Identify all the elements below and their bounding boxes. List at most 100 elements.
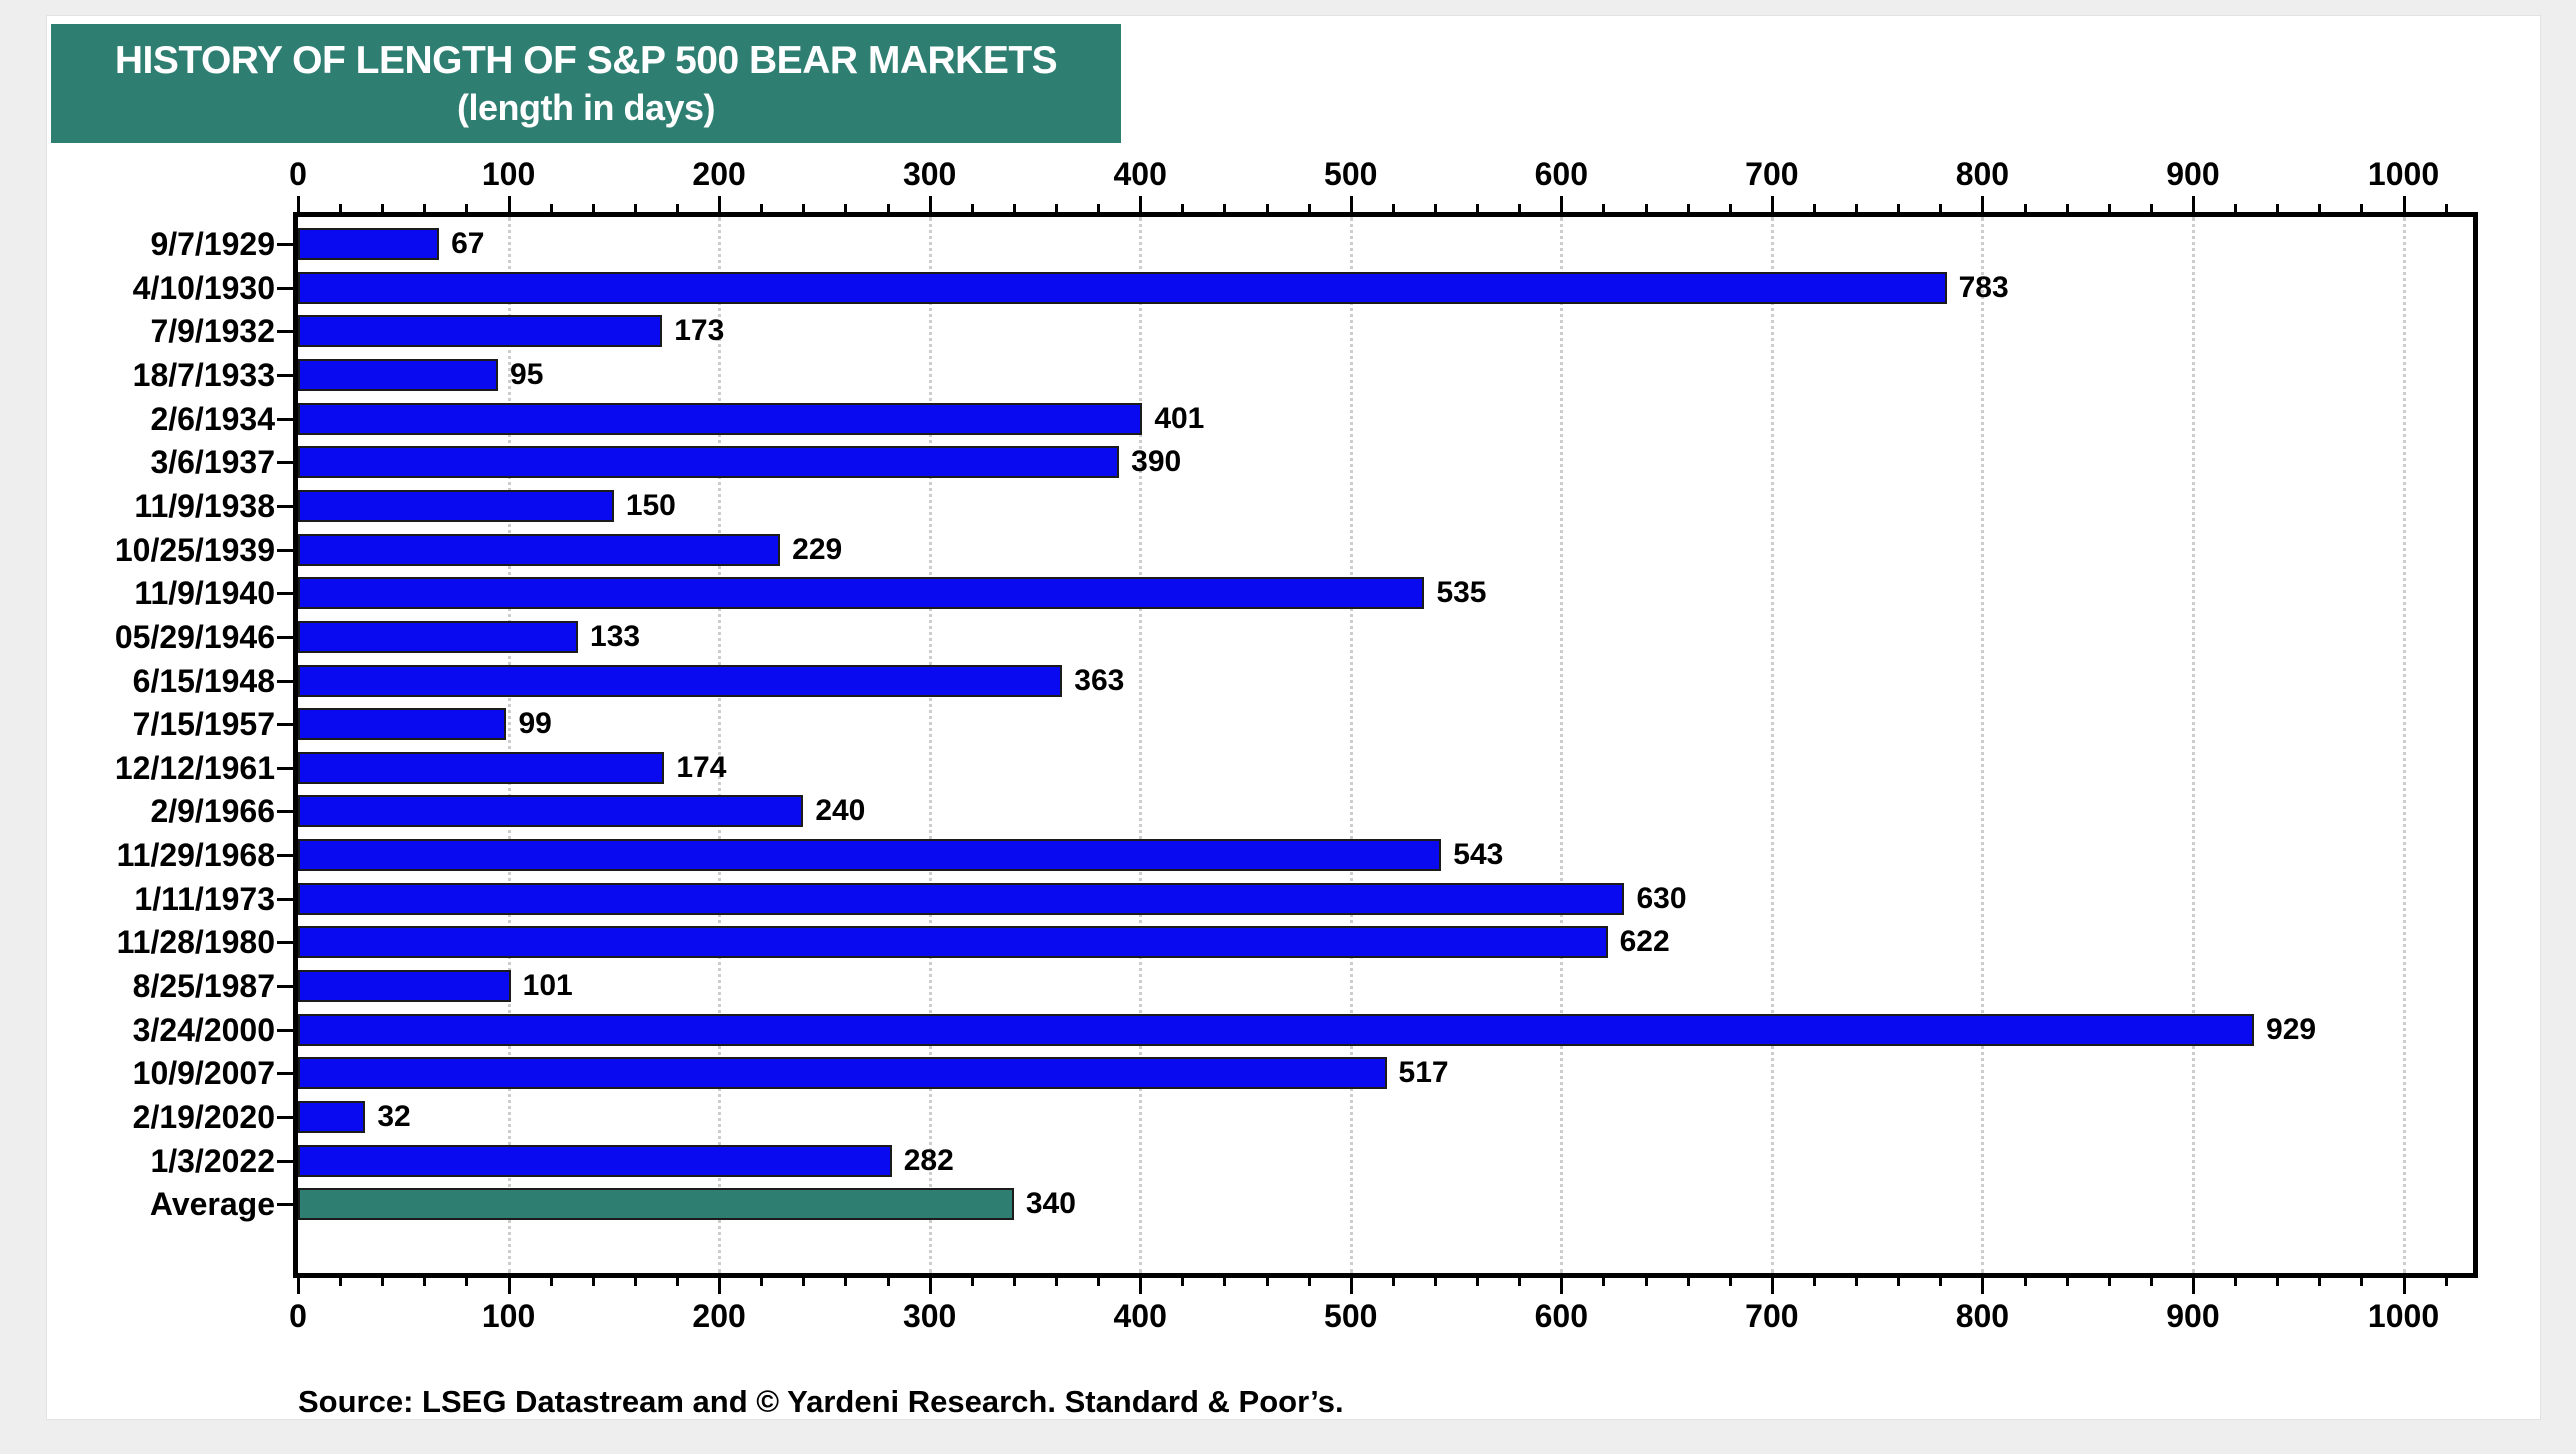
x-tick-label: 1000 (2367, 156, 2440, 192)
gridline (1981, 217, 1985, 1273)
x-major-tick (507, 196, 511, 212)
x-tick-label: 500 (1324, 156, 1378, 192)
bar (298, 1101, 366, 1133)
bar-value-label: 783 (1958, 270, 2009, 304)
bar (298, 970, 511, 1003)
bar-value-label: 32 (377, 1100, 411, 1133)
x-tick-label: 900 (2166, 1298, 2220, 1334)
x-axis-labels-bottom: 0 100 200 300 400 500 600 700 800 900 1000 (289, 1298, 2473, 1336)
x-minor-tick (1728, 204, 1732, 212)
x-minor-tick (1391, 204, 1395, 212)
bar (298, 577, 1425, 610)
x-minor-tick (1518, 204, 1522, 212)
bar-average (298, 1188, 1014, 1221)
x-minor-tick (2149, 1278, 2153, 1286)
y-axis-tick (277, 635, 293, 639)
bar-value-label: 282 (903, 1143, 954, 1177)
x-minor-tick (2107, 1278, 2111, 1286)
x-minor-tick (1181, 204, 1185, 212)
x-minor-tick (549, 1278, 553, 1286)
x-minor-tick (2149, 204, 2153, 212)
x-minor-tick (2023, 1278, 2027, 1286)
bar-value-label: 101 (522, 969, 573, 1003)
bar (298, 228, 440, 260)
x-major-tick (1560, 196, 1564, 212)
bar-value-label: 630 (1636, 881, 1687, 915)
y-axis-labels: 9/7/1929 4/10/1930 7/9/1932 18/7/1933 2/6/19… (47, 217, 275, 1273)
x-minor-tick (1307, 1278, 1311, 1286)
bar-value-label: 622 (1619, 925, 1670, 959)
y-axis-label: 3/24/2000 (132, 1011, 275, 1048)
y-axis-tick (277, 1028, 293, 1032)
y-axis-tick (277, 1072, 293, 1076)
x-minor-tick (2234, 1278, 2238, 1286)
x-minor-tick (339, 204, 343, 212)
x-minor-tick (1686, 204, 1690, 212)
x-minor-tick (1476, 1278, 1480, 1286)
x-minor-tick (633, 1278, 637, 1286)
x-minor-tick (1307, 204, 1311, 212)
x-tick-label: 800 (1955, 1298, 2010, 1334)
x-tick-label: 100 (481, 156, 536, 192)
y-axis-label: 11/28/1980 (116, 924, 275, 961)
y-axis-label: 2/9/1966 (150, 793, 275, 830)
x-minor-tick (1812, 1278, 1816, 1286)
x-tick-label: 200 (692, 156, 746, 192)
bar-value-label: 67 (451, 227, 485, 260)
plot-area: 67 783 173 95 401 390 150 229 535 133 363 99 174 240 5… (293, 212, 2478, 1278)
bar (298, 446, 1120, 479)
chart-subtitle: (length in days) (456, 87, 716, 129)
y-axis-tick (277, 461, 293, 465)
x-major-tick (928, 1278, 932, 1294)
y-axis-label: 2/19/2020 (132, 1099, 275, 1135)
x-minor-tick (1476, 204, 1480, 212)
x-minor-tick (1054, 1278, 1058, 1286)
y-axis-tick (277, 723, 293, 727)
x-minor-tick (1012, 1278, 1016, 1286)
x-minor-tick (675, 1278, 679, 1286)
y-axis-label: 10/9/2007 (132, 1055, 275, 1092)
x-minor-tick (465, 204, 469, 212)
y-axis-label: 12/12/1961 (114, 749, 275, 786)
x-minor-tick (2444, 204, 2448, 212)
y-axis-tick (277, 1203, 293, 1207)
x-major-tick (1770, 1278, 1774, 1294)
x-minor-tick (1054, 204, 1058, 212)
x-minor-tick (591, 1278, 595, 1286)
bar-value-label: 390 (1131, 445, 1182, 479)
x-major-tick (297, 196, 300, 212)
x-minor-tick (2318, 1278, 2322, 1286)
y-axis-label: 10/25/1939 (114, 531, 275, 568)
bar-value-label: 543 (1453, 838, 1504, 872)
x-minor-tick (1897, 1278, 1901, 1286)
x-major-tick (2191, 1278, 2195, 1294)
y-axis-tick (277, 766, 293, 770)
y-axis-tick (277, 941, 293, 945)
bar (298, 1144, 892, 1177)
bar-value-label: 95 (510, 357, 544, 391)
y-axis-label: 11/9/1940 (134, 575, 275, 612)
x-major-tick (2402, 1278, 2406, 1294)
y-axis-label: 3/6/1937 (150, 444, 275, 481)
y-axis-label: 8/25/1987 (132, 968, 275, 1005)
x-major-tick (1560, 1278, 1564, 1294)
x-major-tick (507, 1278, 511, 1294)
gridline (1349, 217, 1353, 1273)
x-tick-label: 900 (2166, 156, 2220, 192)
y-axis-label: 05/29/1946 (114, 618, 275, 655)
bar-value-label: 929 (2266, 1012, 2317, 1046)
x-tick-label: 0 (289, 1298, 307, 1334)
x-minor-tick (2065, 204, 2069, 212)
x-major-tick (1349, 1278, 1353, 1294)
bar (298, 402, 1143, 435)
y-axis-label: 11/29/1968 (116, 837, 275, 874)
x-tick-label: 400 (1113, 1298, 1167, 1334)
x-tick-label: 300 (902, 1298, 957, 1334)
x-minor-tick (1223, 1278, 1227, 1286)
x-minor-tick (1223, 204, 1227, 212)
bar-value-label: 174 (676, 750, 727, 784)
x-minor-tick (886, 204, 890, 212)
x-minor-tick (2360, 1278, 2364, 1286)
gridline (2191, 217, 2195, 1273)
